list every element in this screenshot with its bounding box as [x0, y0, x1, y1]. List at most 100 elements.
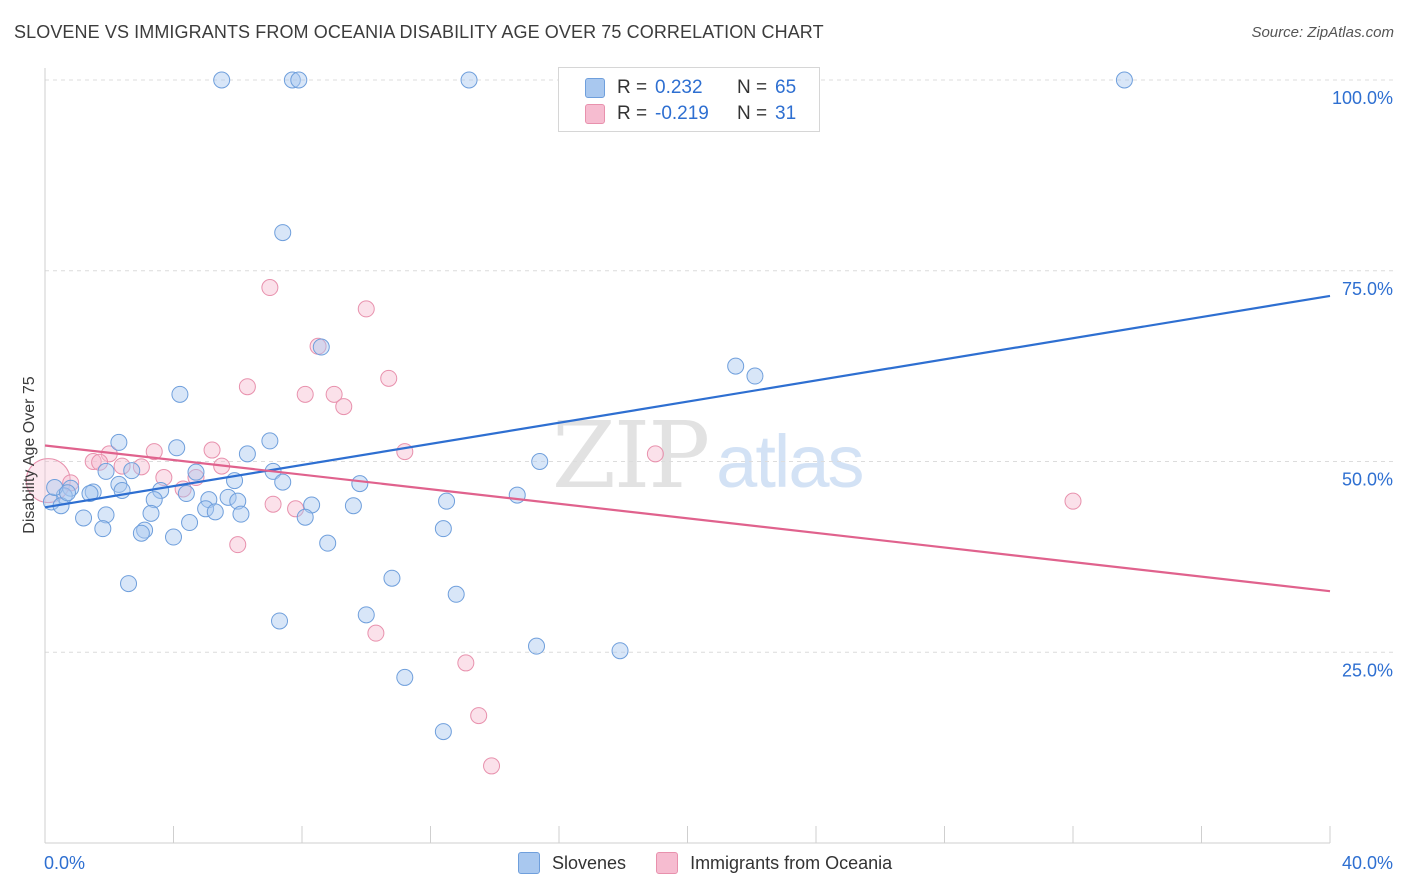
data-point-slovenes [383, 569, 401, 587]
data-point-slovenes [206, 503, 224, 521]
data-point-slovenes [213, 71, 231, 89]
data-point-slovenes [434, 520, 452, 538]
legend-n-value: 31 [775, 103, 797, 124]
y-axis-label: Disability Age Over 75 [21, 376, 38, 534]
data-point-slovenes [531, 453, 549, 470]
data-point-slovenes [528, 637, 546, 655]
data-point-oceania [113, 457, 131, 475]
data-point-slovenes [97, 462, 115, 480]
data-point-oceania [264, 495, 282, 513]
data-point-slovenes [727, 357, 745, 375]
data-point-slovenes [746, 367, 764, 385]
data-point-oceania [483, 757, 501, 775]
grid-lines [45, 79, 1395, 653]
data-point-slovenes [261, 432, 279, 450]
data-point-oceania [145, 443, 163, 461]
data-point-slovenes [142, 504, 160, 522]
data-point-slovenes [271, 612, 289, 630]
data-point-slovenes [611, 642, 629, 660]
chart-title: SLOVENE VS IMMIGRANTS FROM OCEANIA DISAB… [14, 22, 824, 42]
legend-swatch-pink [585, 104, 605, 124]
data-point-slovenes [136, 521, 154, 539]
legend-r-label: R = [617, 103, 648, 124]
data-point-slovenes [168, 439, 186, 457]
data-point-oceania [367, 624, 385, 642]
data-point-oceania [335, 398, 353, 416]
data-point-slovenes [229, 492, 247, 510]
data-point-slovenes [351, 475, 369, 493]
data-point-oceania [91, 453, 109, 471]
data-point-oceania [132, 458, 150, 476]
data-point-oceania [396, 443, 414, 461]
data-point-slovenes [319, 534, 337, 552]
data-point-slovenes [94, 520, 112, 538]
data-point-slovenes [290, 71, 308, 89]
series-slovenes [42, 71, 1133, 741]
data-point-slovenes [110, 433, 128, 451]
data-point-oceania [646, 445, 664, 463]
data-point-slovenes [312, 338, 330, 356]
trend-line-slovenes [44, 294, 1331, 509]
legend-label-oceania: Immigrants from Oceania [690, 852, 893, 873]
data-point-slovenes [120, 575, 138, 593]
y-tick-label: 50.0% [1342, 470, 1393, 490]
legend-item-oceania[interactable]: Immigrants from Oceania [656, 852, 892, 874]
data-point-slovenes [274, 224, 292, 242]
legend-r-value: -0.219 [655, 103, 709, 124]
y-tick-label: 75.0% [1342, 279, 1393, 299]
correlation-legend: R = 0.232 N = 65 R = -0.219 N = 31 [558, 67, 820, 132]
legend-swatch-oceania [656, 852, 679, 874]
trend-line-oceania [44, 444, 1331, 593]
x-tick-label: 40.0% [1342, 853, 1393, 873]
y-tick-label: 100.0% [1332, 88, 1393, 108]
legend-n-value: 65 [775, 77, 797, 98]
data-point-oceania [155, 469, 173, 487]
legend-r-value: 0.232 [655, 77, 703, 98]
legend-swatch-slovenes [518, 852, 540, 874]
data-point-slovenes [296, 508, 314, 526]
tick-labels: 25.0% 50.0% 75.0% 100.0% 0.0% 40.0% [44, 88, 1393, 873]
y-tick-label: 25.0% [1342, 660, 1393, 680]
data-point-slovenes [187, 463, 205, 481]
data-point-oceania [84, 453, 102, 470]
data-point-oceania [296, 385, 314, 403]
data-point-oceania [287, 500, 305, 518]
data-point-slovenes [46, 478, 64, 496]
data-point-oceania [380, 369, 398, 387]
legend-row-oceania: R = -0.219 N = 31 [585, 102, 796, 126]
x-tick-label: 0.0% [44, 853, 85, 873]
data-point-slovenes [219, 488, 237, 506]
data-point-slovenes [197, 500, 215, 518]
legend-n-label: N = [737, 77, 768, 98]
data-point-slovenes [177, 485, 195, 503]
legend-swatch-blue [585, 78, 605, 98]
data-point-slovenes [81, 485, 99, 503]
series-legend: Slovenes Immigrants from Oceania [518, 852, 922, 874]
data-point-oceania [1064, 492, 1082, 510]
data-point-oceania [238, 378, 256, 396]
data-point-oceania [470, 707, 488, 725]
data-point-slovenes [283, 71, 301, 89]
data-point-slovenes [58, 484, 76, 502]
data-point-oceania [457, 654, 475, 672]
data-point-slovenes [434, 723, 452, 741]
data-point-slovenes [238, 445, 256, 463]
data-point-oceania [325, 385, 343, 403]
data-point-oceania [357, 300, 375, 318]
data-point-slovenes [447, 585, 465, 603]
data-point-slovenes [145, 491, 163, 509]
data-point-slovenes [165, 528, 182, 546]
data-point-slovenes [181, 514, 199, 532]
data-point-oceania [203, 441, 221, 459]
data-point-slovenes [396, 668, 414, 686]
data-point-oceania [261, 279, 279, 297]
legend-item-slovenes[interactable]: Slovenes [518, 852, 626, 874]
data-point-slovenes [97, 506, 115, 524]
legend-r-label: R = [617, 77, 648, 98]
data-point-slovenes [232, 505, 250, 523]
data-point-slovenes [75, 509, 93, 527]
legend-label-slovenes: Slovenes [552, 852, 627, 873]
legend-row-slovenes: R = 0.232 N = 65 [585, 76, 796, 100]
trend-lines [44, 294, 1331, 593]
